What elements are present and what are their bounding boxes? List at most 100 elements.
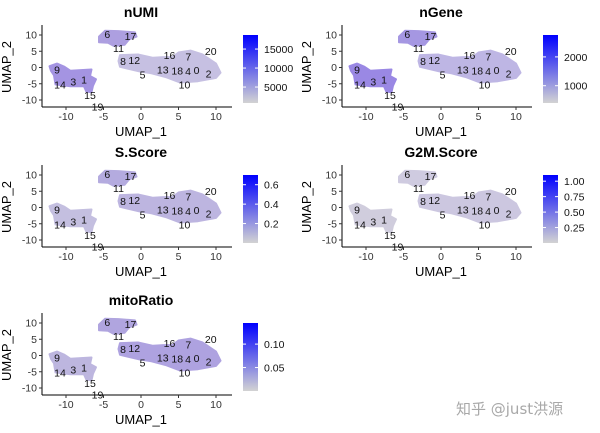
y-tick-label: 10: [325, 170, 337, 182]
cluster-label: 20: [205, 186, 217, 198]
plot-title: nUMI: [124, 4, 158, 20]
colorbar: [543, 175, 558, 243]
y-axis-label: UMAP_2: [0, 329, 14, 381]
y-tick-label: 5: [331, 46, 337, 58]
x-tick-label: 5: [476, 251, 482, 263]
cluster-label: 10: [179, 79, 191, 91]
cell-cluster-region-left: [48, 350, 97, 382]
cluster-label: 18: [471, 65, 483, 77]
cluster-label: 2: [206, 209, 212, 221]
x-tick-label: 5: [176, 399, 182, 411]
x-tick-label: -5: [99, 111, 108, 123]
cluster-label: 7: [485, 192, 491, 204]
cluster-label: 4: [185, 354, 191, 366]
cell-cluster-region-right: [117, 189, 222, 224]
cluster-label: 6: [104, 29, 110, 41]
cluster-label: 4: [185, 66, 191, 78]
x-tick-label: 0: [138, 251, 144, 263]
cluster-label: 14: [54, 79, 66, 91]
y-tick-label: 0: [331, 202, 337, 214]
cluster-label: 5: [440, 69, 446, 81]
cluster-label: 12: [428, 195, 440, 207]
cluster-label: 7: [185, 192, 191, 204]
y-tick-label: 10: [25, 30, 37, 42]
cluster-label: 11: [413, 43, 424, 55]
colorbar-tick-label: 10000: [264, 63, 293, 75]
cluster-label: 5: [140, 209, 146, 221]
cluster-label: 0: [194, 65, 200, 77]
cell-cluster-region-right: [117, 337, 222, 372]
x-axis-label: UMAP_1: [115, 264, 167, 279]
cluster-label: 17: [125, 319, 137, 331]
cluster-label: 20: [205, 334, 217, 346]
cluster-label: 20: [505, 186, 517, 198]
cluster-label: 1: [381, 74, 387, 86]
x-tick-label: 5: [176, 111, 182, 123]
plot-title: G2M.Score: [404, 144, 477, 160]
x-tick-label: 10: [510, 111, 522, 123]
cluster-label: 18: [171, 353, 183, 365]
cluster-label: 15: [84, 90, 96, 102]
cell-cluster-region-right: [117, 49, 222, 84]
cluster-label: 5: [140, 357, 146, 369]
cluster-label: 9: [54, 64, 60, 76]
cluster-label: 5: [440, 209, 446, 221]
colorbar-tick-label: 0.10: [264, 339, 285, 351]
colorbar: [543, 35, 558, 103]
colorbar-tick-label: 5000: [264, 82, 288, 94]
cluster-label: 15: [84, 378, 96, 390]
y-tick-label: 5: [31, 186, 37, 198]
cluster-label: 20: [205, 46, 217, 58]
cell-cluster-region-right: [417, 189, 522, 224]
colorbar: [243, 323, 258, 391]
cluster-label: 15: [384, 230, 396, 242]
colorbar-tick-label: 0.6: [264, 180, 279, 192]
y-tick-label: -5: [28, 218, 37, 230]
cluster-label: 11: [113, 183, 124, 195]
x-axis-label: UMAP_1: [415, 264, 467, 279]
cell-cluster-region-top: [98, 169, 138, 187]
y-axis-label: UMAP_2: [0, 41, 14, 93]
cluster-label: 3: [370, 76, 376, 88]
cluster-label: 10: [479, 79, 491, 91]
cluster-label: 18: [171, 65, 183, 77]
cluster-label: 19: [392, 241, 404, 253]
colorbar-tick-label: 0.25: [564, 223, 585, 235]
y-tick-label: -5: [328, 78, 337, 90]
cluster-label: 7: [485, 52, 491, 64]
cluster-label: 13: [157, 204, 169, 216]
cell-cluster-region-top: [98, 29, 138, 47]
colorbar-tick-label: 1000: [564, 81, 588, 93]
cluster-label: 9: [54, 204, 60, 216]
cluster-label: 0: [194, 353, 200, 365]
x-tick-label: 10: [210, 111, 222, 123]
y-tick-label: -10: [22, 235, 37, 247]
cluster-label: 1: [381, 214, 387, 226]
cluster-label: 14: [54, 367, 66, 379]
x-axis-label: UMAP_1: [115, 124, 167, 139]
y-axis-label: UMAP_2: [0, 181, 14, 233]
feature-plot-mitoratio: mitoRatio-10 -5 0 5 101050-5-10UMAP_1UMAP_26…: [0, 292, 285, 427]
cluster-label: 8: [420, 56, 426, 68]
x-tick-label: 10: [210, 251, 222, 263]
cluster-label: 16: [164, 50, 176, 62]
cluster-label: 13: [157, 64, 169, 76]
cluster-label: 14: [354, 219, 366, 231]
cluster-label: 16: [464, 190, 476, 202]
cluster-label: 9: [354, 64, 360, 76]
feature-plot-g2m-score: G2M.Score-10 -5 0 5 101050-5-10UMAP_1UMAP_26…: [299, 144, 585, 279]
x-tick-label: -5: [399, 111, 408, 123]
cluster-label: 13: [157, 352, 169, 364]
cluster-label: 1: [81, 214, 87, 226]
cell-cluster-region-left: [48, 62, 97, 94]
cluster-label: 17: [125, 171, 137, 183]
cluster-label: 12: [128, 343, 140, 355]
cluster-label: 19: [92, 101, 104, 113]
x-tick-label: 10: [510, 251, 522, 263]
cluster-label: 0: [494, 65, 500, 77]
cluster-label: 12: [128, 55, 140, 67]
x-tick-label: -5: [99, 399, 108, 411]
